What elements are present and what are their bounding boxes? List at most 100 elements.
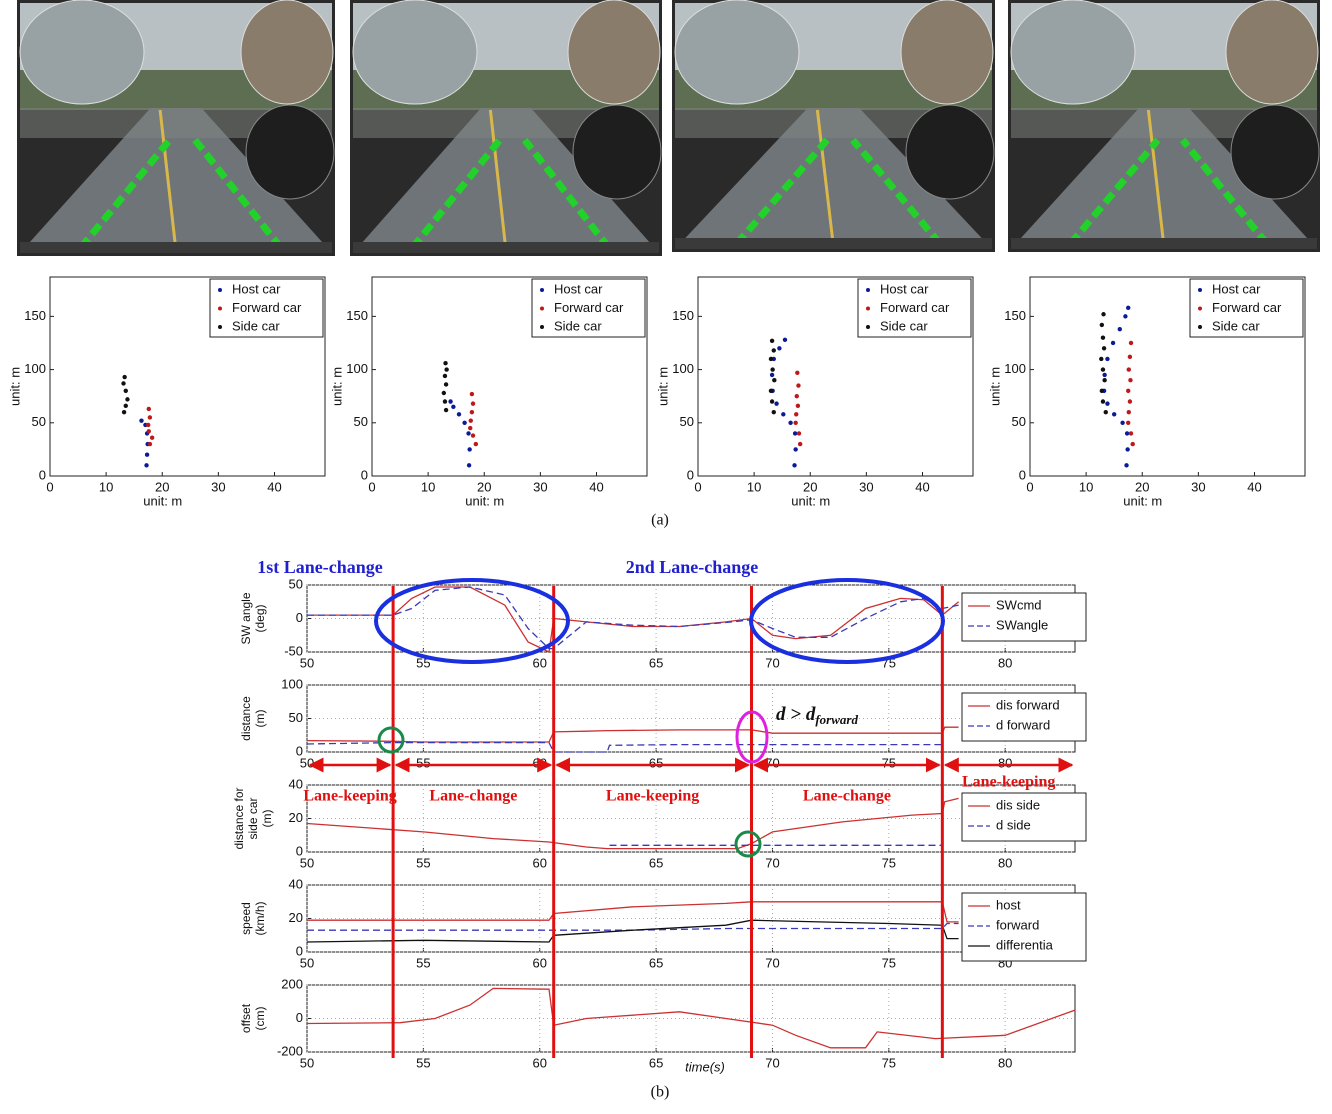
x-tick-label: 20 [155, 479, 169, 494]
series-line [307, 586, 959, 650]
point [768, 356, 774, 362]
point [146, 406, 151, 412]
point [795, 370, 800, 375]
inset-front [352, 0, 478, 105]
point [444, 367, 449, 372]
point [1099, 388, 1105, 394]
highlight [374, 578, 570, 664]
highlight [734, 830, 762, 858]
point [1099, 356, 1104, 362]
legend-marker [1198, 288, 1202, 292]
legend-label: Side car [554, 318, 602, 333]
x-tick-label: 70 [765, 655, 779, 670]
video-frame [350, 0, 662, 256]
point [1123, 314, 1128, 319]
point [147, 441, 153, 447]
point [466, 431, 471, 436]
point [769, 338, 775, 344]
y-axis-label: (cm) [253, 1007, 267, 1031]
y-tick-label: 100 [24, 361, 46, 376]
lane-detect [1180, 137, 1270, 247]
point [456, 412, 462, 417]
point [796, 431, 802, 436]
legend-marker [540, 306, 544, 311]
x-tick-label: 30 [533, 479, 547, 494]
condition: d > dforward [776, 704, 858, 727]
point [796, 383, 801, 388]
video-frame [17, 0, 335, 256]
x-tick-label: 65 [649, 955, 663, 970]
legend-label: differentia [996, 937, 1054, 952]
point [443, 382, 449, 387]
legend-marker [866, 325, 870, 329]
point [147, 415, 153, 420]
y-tick-label: 0 [687, 467, 694, 482]
x-axis-label: time(s) [685, 1059, 725, 1074]
x-tick-label: 30 [211, 479, 225, 494]
legend-label: Forward car [554, 300, 624, 315]
point [1100, 367, 1106, 372]
inset-front [674, 0, 800, 105]
legend-label: dis side [996, 797, 1040, 812]
y-axis-label: unit: m [987, 367, 1002, 406]
point [770, 367, 775, 372]
center-line [815, 109, 835, 248]
lane-detect [1067, 137, 1161, 247]
y-axis-label: unit: m [329, 367, 344, 406]
point [442, 373, 448, 379]
legend-box [961, 792, 1087, 842]
y-axis-label: (m) [253, 710, 267, 728]
legend-marker [218, 306, 222, 311]
point [1099, 322, 1105, 328]
x-tick-label: 75 [882, 1055, 896, 1070]
lane-detect [733, 137, 830, 247]
legend-label: dis forward [996, 697, 1060, 712]
point [772, 378, 777, 383]
point [771, 409, 776, 415]
caption: (a) [651, 512, 669, 529]
series-line [307, 586, 960, 653]
x-tick-label: 60 [532, 755, 546, 770]
series-line [306, 726, 959, 743]
point [448, 399, 453, 404]
inset-wheel [1225, 0, 1319, 105]
point [144, 452, 150, 457]
y-tick-label: 100 [281, 676, 303, 691]
inset-side [572, 104, 662, 200]
legend-marker [1198, 325, 1202, 329]
point [793, 447, 798, 452]
legend-marker [866, 288, 870, 292]
legend-label: SWcmd [996, 597, 1042, 612]
highlight [377, 726, 405, 754]
point [797, 441, 803, 447]
highlight [735, 710, 769, 764]
y-tick-label: 0 [361, 467, 368, 482]
x-tick-label: 60 [532, 1055, 546, 1070]
x-tick-label: 40 [1247, 479, 1261, 494]
point [121, 381, 126, 386]
point [443, 407, 449, 413]
x-tick-label: 40 [589, 479, 603, 494]
point [1110, 340, 1116, 346]
point [467, 447, 472, 452]
plot-frame [371, 276, 648, 477]
y-tick-label: 0 [296, 743, 303, 758]
y-axis-label: (deg) [253, 604, 267, 632]
point [468, 418, 473, 423]
point [1126, 367, 1131, 372]
inset-front [1010, 0, 1136, 105]
y-axis-label: distance for [232, 787, 246, 849]
x-tick-label: 0 [1026, 479, 1033, 494]
dash-strip [353, 242, 659, 253]
legend-label: Side car [232, 318, 280, 333]
phase-label: Lane-keeping [606, 788, 699, 805]
point [793, 420, 798, 425]
point [1111, 412, 1117, 417]
x-tick-label: 50 [300, 955, 314, 970]
point [139, 418, 144, 423]
x-tick-label: 60 [532, 955, 546, 970]
point [1101, 312, 1106, 317]
y-tick-label: 50 [32, 414, 46, 429]
point [473, 441, 479, 447]
video-frame [1008, 0, 1320, 252]
